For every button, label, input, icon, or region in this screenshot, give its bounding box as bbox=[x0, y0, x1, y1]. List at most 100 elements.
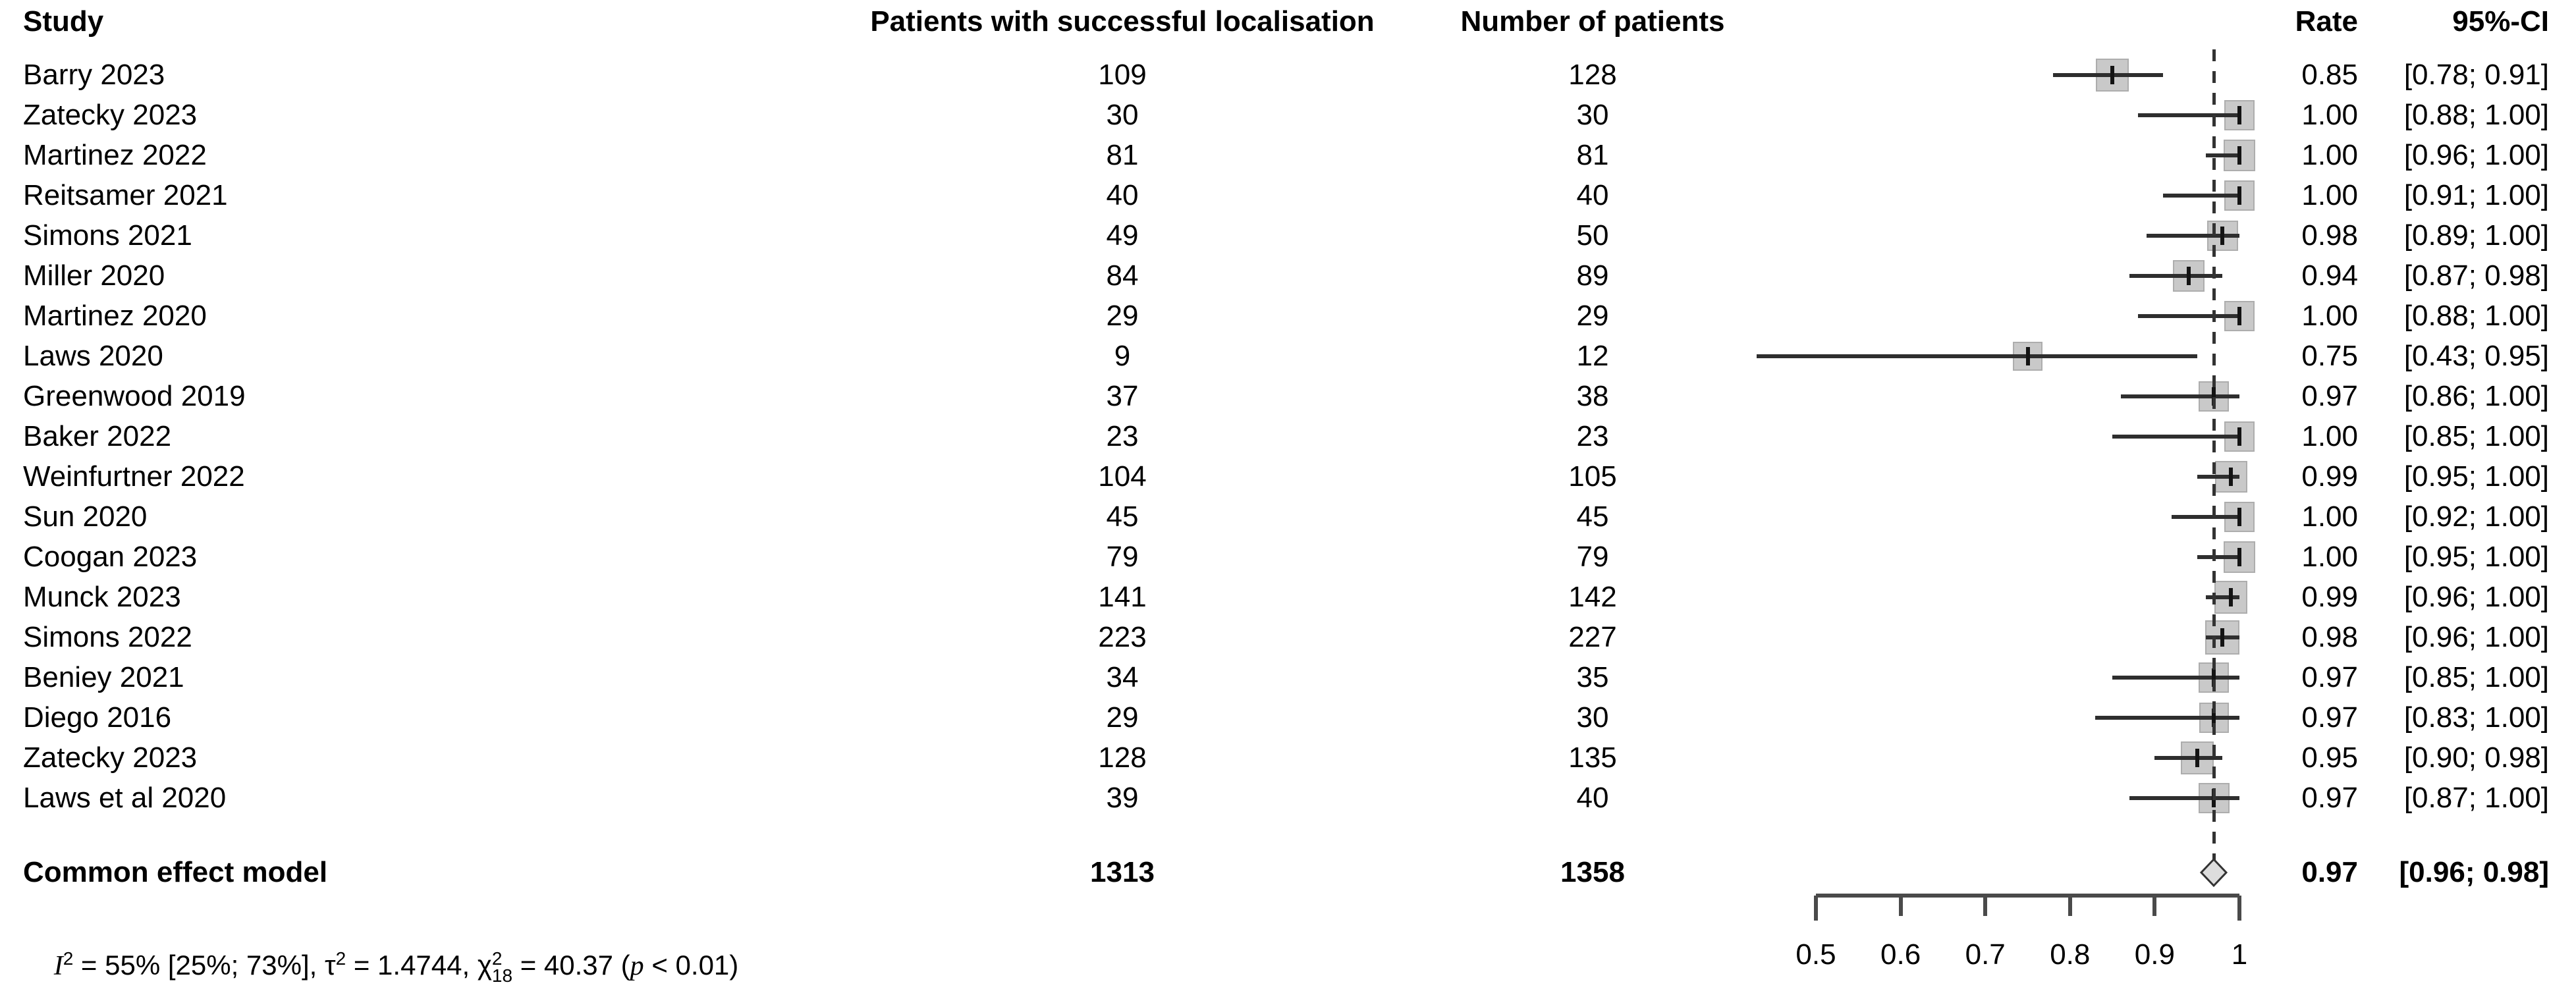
study-events: 45 bbox=[1106, 500, 1139, 533]
study-ci: [0.87; 0.98] bbox=[2403, 259, 2549, 292]
study-name: Reitsamer 2021 bbox=[23, 179, 228, 211]
confidence-interval-line bbox=[1756, 354, 2197, 358]
study-ci: [0.83; 1.00] bbox=[2403, 701, 2549, 734]
x-axis-tick bbox=[1898, 896, 1903, 916]
study-events: 81 bbox=[1106, 139, 1139, 171]
pooled-row-rate: 0.97 bbox=[2301, 856, 2358, 888]
study-rate: 0.75 bbox=[2301, 340, 2358, 372]
study-rate: 1.00 bbox=[2301, 99, 2358, 131]
pooled-row-total: 1358 bbox=[1560, 856, 1625, 888]
x-axis-tick-label: 0.5 bbox=[1795, 938, 1836, 971]
study-total: 45 bbox=[1576, 500, 1609, 533]
study-ci: [0.92; 1.00] bbox=[2403, 500, 2549, 533]
study-rate: 0.95 bbox=[2301, 741, 2358, 774]
study-events: 29 bbox=[1106, 300, 1139, 332]
study-name: Beniey 2021 bbox=[23, 661, 184, 693]
point-estimate-tick bbox=[2237, 508, 2241, 526]
x-axis-tick bbox=[2068, 896, 2072, 916]
study-ci: [0.95; 1.00] bbox=[2403, 541, 2549, 573]
study-total: 50 bbox=[1576, 219, 1609, 252]
study-total: 30 bbox=[1576, 701, 1609, 734]
point-estimate-tick bbox=[2237, 307, 2241, 325]
confidence-interval-line bbox=[2154, 756, 2223, 760]
study-name: Laws et al 2020 bbox=[23, 782, 227, 814]
confidence-interval-line bbox=[2197, 555, 2239, 559]
confidence-interval-line bbox=[2163, 194, 2239, 198]
study-name: Zatecky 2023 bbox=[23, 741, 198, 774]
study-rate: 0.97 bbox=[2301, 661, 2358, 693]
study-rate: 1.00 bbox=[2301, 300, 2358, 332]
point-estimate-tick bbox=[2025, 347, 2030, 365]
study-rate: 0.97 bbox=[2301, 701, 2358, 734]
study-total: 135 bbox=[1568, 741, 1617, 774]
confidence-interval-line bbox=[2172, 515, 2239, 519]
point-estimate-tick bbox=[2229, 588, 2233, 606]
study-events: 141 bbox=[1098, 581, 1147, 613]
confidence-interval-line bbox=[2112, 435, 2239, 439]
study-total: 38 bbox=[1576, 380, 1609, 412]
x-axis-tick bbox=[2152, 896, 2157, 916]
study-ci: [0.89; 1.00] bbox=[2403, 219, 2549, 252]
study-total: 40 bbox=[1576, 179, 1609, 211]
study-total: 89 bbox=[1576, 259, 1609, 292]
confidence-interval-line bbox=[2146, 234, 2239, 238]
study-events: 23 bbox=[1106, 420, 1139, 452]
point-estimate-tick bbox=[2220, 227, 2225, 245]
study-total: 30 bbox=[1576, 99, 1609, 131]
confidence-interval-line bbox=[2197, 475, 2239, 479]
study-total: 29 bbox=[1576, 300, 1609, 332]
study-total: 35 bbox=[1576, 661, 1609, 693]
study-rate: 0.85 bbox=[2301, 59, 2358, 91]
study-name: Munck 2023 bbox=[23, 581, 181, 613]
column-header-events: Patients with successful localisation bbox=[870, 5, 1375, 38]
study-rate: 0.94 bbox=[2301, 259, 2358, 292]
x-axis-tick-label: 0.8 bbox=[2050, 938, 2091, 971]
study-rate: 0.97 bbox=[2301, 380, 2358, 412]
study-events: 39 bbox=[1106, 782, 1139, 814]
study-rate: 1.00 bbox=[2301, 500, 2358, 533]
study-events: 223 bbox=[1098, 621, 1147, 653]
study-ci: [0.90; 0.98] bbox=[2403, 741, 2549, 774]
pooled-diamond bbox=[2200, 857, 2228, 888]
study-events: 34 bbox=[1106, 661, 1139, 693]
study-name: Coogan 2023 bbox=[23, 541, 198, 573]
x-axis-tick bbox=[1814, 896, 1818, 921]
study-name: Greenwood 2019 bbox=[23, 380, 246, 412]
column-header-ci: 95%-CI bbox=[2452, 5, 2549, 38]
confidence-interval-line bbox=[2205, 153, 2239, 157]
study-total: 227 bbox=[1568, 621, 1617, 653]
study-rate: 1.00 bbox=[2301, 139, 2358, 171]
x-axis-tick-label: 0.7 bbox=[1965, 938, 2006, 971]
study-events: 40 bbox=[1106, 179, 1139, 211]
point-estimate-tick bbox=[2237, 427, 2241, 446]
x-axis-line bbox=[1816, 894, 2239, 898]
study-rate: 1.00 bbox=[2301, 541, 2358, 573]
study-rate: 0.98 bbox=[2301, 219, 2358, 252]
study-name: Sun 2020 bbox=[23, 500, 148, 533]
column-header-rate: Rate bbox=[2295, 5, 2358, 38]
x-axis-tick-label: 1 bbox=[2231, 938, 2248, 971]
study-total: 23 bbox=[1576, 420, 1609, 452]
point-estimate-tick bbox=[2237, 146, 2241, 165]
study-events: 79 bbox=[1106, 541, 1139, 573]
heterogeneity-stats: I2 = 55% [25%; 73%], τ2 = 1.4744, χ 2 18 =… bbox=[53, 948, 739, 986]
confidence-interval-line bbox=[2095, 716, 2239, 720]
point-estimate-tick bbox=[2237, 106, 2241, 124]
study-ci: [0.88; 1.00] bbox=[2403, 300, 2549, 332]
x-axis-tick-label: 0.6 bbox=[1880, 938, 1921, 971]
study-name: Laws 2020 bbox=[23, 340, 163, 372]
study-rate: 0.98 bbox=[2301, 621, 2358, 653]
point-estimate-tick bbox=[2186, 267, 2191, 285]
study-ci: [0.88; 1.00] bbox=[2403, 99, 2549, 131]
pooled-estimate-dashed-line bbox=[2212, 49, 2216, 861]
study-ci: [0.85; 1.00] bbox=[2403, 661, 2549, 693]
confidence-interval-line bbox=[2137, 113, 2239, 117]
study-ci: [0.85; 1.00] bbox=[2403, 420, 2549, 452]
study-total: 142 bbox=[1568, 581, 1617, 613]
study-events: 84 bbox=[1106, 259, 1139, 292]
study-ci: [0.43; 0.95] bbox=[2403, 340, 2549, 372]
column-header-total: Number of patients bbox=[1460, 5, 1725, 38]
study-name: Miller 2020 bbox=[23, 259, 165, 292]
confidence-interval-line bbox=[2120, 394, 2239, 398]
